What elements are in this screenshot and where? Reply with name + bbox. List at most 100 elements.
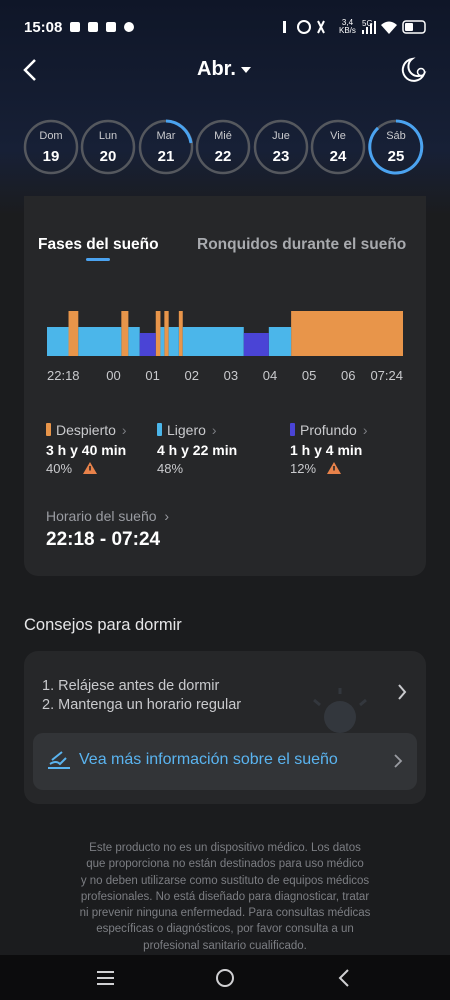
header-background — [0, 0, 450, 215]
disclaimer-line: Este producto no es un dispositivo médic… — [89, 842, 361, 854]
phase-percent-row: 48% — [157, 461, 237, 476]
day-name: Dom — [39, 130, 62, 142]
day[interactable]: Mié 22 — [195, 119, 251, 175]
status-speed-unit: KB/s — [339, 26, 356, 35]
legend-mark — [290, 423, 295, 436]
sleep-segment — [268, 327, 292, 356]
warning-icon — [327, 462, 342, 474]
sleep-segment — [178, 311, 183, 356]
tab[interactable]: Ronquidos durante el sueño — [197, 236, 407, 253]
phase-percent-row: 12% — [290, 461, 368, 476]
x-tick-label: 00 — [106, 368, 120, 383]
sleep-segment — [182, 327, 244, 356]
day-name: Mié — [214, 130, 232, 142]
sleep-segment — [68, 311, 79, 356]
day[interactable]: Vie 24 — [310, 119, 366, 175]
phase-duration: 1 h y 4 min — [290, 442, 363, 458]
disclaimer-line: que proporciona no están destinados para… — [86, 858, 364, 871]
status-speed-value: 3,4 — [341, 18, 354, 27]
chevron — [394, 754, 403, 768]
x-tick-label: 07:24 — [370, 368, 403, 383]
legend-name: Ligero — [167, 422, 206, 438]
tip-item: 2. Mantenga un horario regular — [42, 697, 242, 713]
sleep-segment — [168, 327, 179, 356]
sleep-segment — [47, 327, 69, 356]
legend-label: Profundo › — [290, 422, 368, 438]
day[interactable]: Lun 20 — [80, 119, 136, 175]
tab-active[interactable]: Fases del sueño — [38, 236, 159, 253]
sleep-chart: 22:18 00 01 02 03 04 05 06 07:24 — [47, 311, 403, 383]
nav-back[interactable] — [338, 969, 349, 987]
status-time: 15:08 — [24, 19, 63, 36]
legend-item: Profundo › 1 h y 4 min 12% — [290, 422, 368, 476]
warning-bang — [89, 466, 91, 471]
tips-title: Consejos para dormir — [24, 616, 182, 634]
tab-indicator — [86, 258, 110, 261]
month-title[interactable]: Abr. — [197, 58, 236, 80]
chevron — [398, 684, 407, 700]
day[interactable]: Jue 23 — [253, 119, 309, 175]
x-tick-label: 02 — [185, 368, 199, 383]
x-tick-label: 04 — [263, 368, 277, 383]
day-number: 24 — [330, 148, 347, 165]
day-name: Lun — [99, 130, 117, 142]
day-selector: Dom 19 Lun 20 Mar 21 Mié 22 Jue 23 Vie 24 Sáb 25 — [23, 119, 424, 175]
nav-menu[interactable] — [97, 971, 114, 985]
chevron: › — [211, 422, 217, 438]
day-number: 22 — [215, 148, 232, 165]
legend-name: Despierto — [56, 422, 116, 438]
sleep-segment — [164, 311, 169, 356]
phase-percent: 40% — [46, 461, 73, 476]
day-progress — [368, 119, 424, 175]
info-icon — [48, 751, 70, 769]
day-name: Jue — [272, 130, 290, 142]
sleep-segment — [121, 311, 129, 356]
phase-percent: 48% — [157, 461, 184, 476]
day[interactable]: Dom 19 — [23, 119, 79, 175]
sleep-segment — [78, 327, 122, 356]
status-network: 5G — [362, 19, 373, 28]
sun-illustration — [313, 688, 367, 733]
day-number: 25 — [388, 148, 405, 165]
back-button[interactable] — [23, 59, 36, 81]
info-link[interactable]: Vea más información sobre el sueño — [79, 751, 338, 768]
phase-percent: 12% — [290, 461, 317, 476]
info-button[interactable] — [33, 733, 417, 790]
legend-mark — [46, 423, 51, 436]
legend-mark — [157, 423, 162, 436]
warning-bang — [333, 466, 335, 471]
day-name: Mar — [157, 130, 176, 142]
nav-home[interactable] — [216, 969, 234, 987]
nav-icons — [97, 969, 349, 987]
legend-name: Profundo — [300, 422, 357, 438]
sleep-segment — [155, 311, 161, 356]
day-name: Sáb — [386, 130, 406, 142]
sleep-segment — [128, 327, 140, 356]
disclaimer: Este producto no es un dispositivo médic… — [0, 840, 450, 954]
legend-item: Despierto › 3 h y 40 min 40% — [46, 422, 127, 476]
phase-duration: 4 h y 22 min — [157, 442, 238, 458]
tips-list: 1. Relájese antes de dormir 2. Mantenga … — [42, 677, 241, 715]
disclaimer-line: específicas o diagnósticos, por favor co… — [96, 923, 354, 936]
night-mode-button[interactable] — [401, 57, 427, 82]
phase-percent-row: 40% — [46, 461, 127, 476]
sleep-segment — [139, 333, 156, 356]
status-speed: 3,4 KB/s — [339, 19, 356, 35]
day-ring — [80, 119, 136, 175]
chevron: › — [121, 422, 127, 438]
sleep-segment — [243, 333, 269, 356]
day-name: Vie — [330, 130, 346, 142]
schedule-label[interactable]: Horario del sueño › — [46, 508, 170, 524]
x-tick-label: 06 — [341, 368, 355, 383]
day-ring — [310, 119, 366, 175]
x-tick-label: 03 — [224, 368, 238, 383]
month-dropdown[interactable] — [241, 67, 251, 73]
disclaimer-line: ni prevenir ninguna enfermedad. Para con… — [79, 907, 371, 920]
day-number: 19 — [43, 148, 60, 165]
x-tick-label: 01 — [145, 368, 159, 383]
disclaimer-line: profesional sanitario cualificado. — [143, 939, 307, 952]
sleep-segment — [291, 311, 403, 356]
day-ring — [253, 119, 309, 175]
legend-item: Ligero › 4 h y 22 min 48% — [157, 422, 237, 476]
